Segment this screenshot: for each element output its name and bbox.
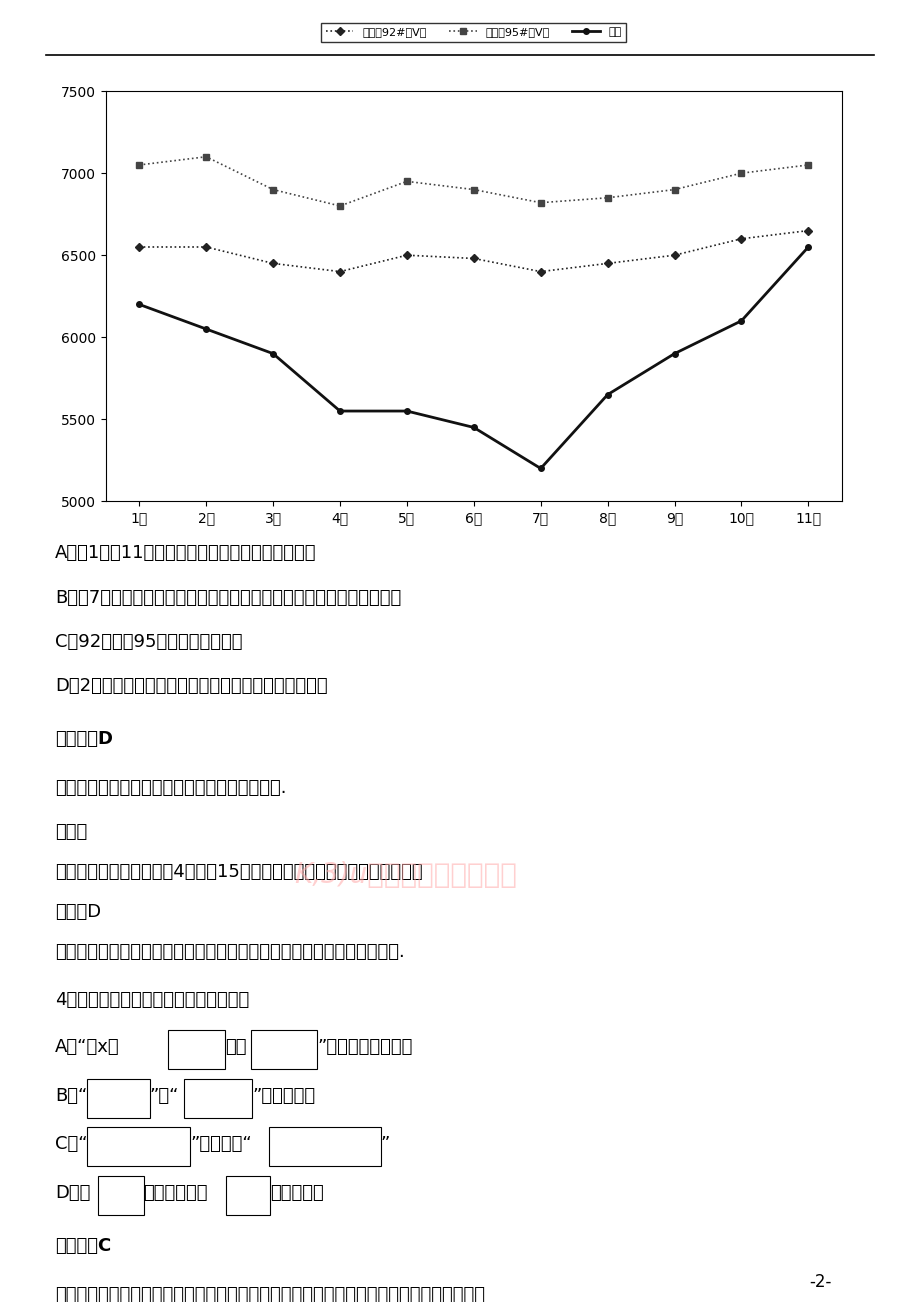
柴油 bbox=[735, 312, 746, 328]
FancyBboxPatch shape bbox=[87, 1128, 190, 1167]
汽油（92#国V） bbox=[200, 240, 211, 255]
Text: B．“: B．“ bbox=[55, 1086, 87, 1104]
柴油 bbox=[802, 240, 813, 255]
汽油（95#国V） bbox=[601, 190, 612, 206]
柴油 bbox=[535, 461, 546, 477]
Text: ∃x₀∈R,sinx₀>1: ∃x₀∈R,sinx₀>1 bbox=[273, 1141, 376, 1154]
FancyBboxPatch shape bbox=[226, 1176, 270, 1215]
Text: ，则: ，则 bbox=[225, 1038, 246, 1056]
汽油（92#国V） bbox=[802, 223, 813, 238]
Text: 均为假命题: 均为假命题 bbox=[270, 1184, 323, 1202]
汽油（92#国V） bbox=[133, 240, 144, 255]
Text: 【解析】分析：原命题的逆命题的真假判断，充要条件的判断，命题的否定，复合命题的真: 【解析】分析：原命题的逆命题的真假判断，充要条件的判断，命题的否定，复合命题的真 bbox=[55, 1286, 484, 1302]
Text: 为假命题，则: 为假命题，则 bbox=[143, 1184, 208, 1202]
柴油 bbox=[335, 404, 346, 419]
汽油（95#国V） bbox=[133, 158, 144, 173]
Text: C．92汽油与95汽油价格成正相关: C．92汽油与95汽油价格成正相关 bbox=[55, 633, 243, 651]
Text: 【答案】C: 【答案】C bbox=[55, 1237, 111, 1255]
FancyBboxPatch shape bbox=[184, 1078, 252, 1117]
柴油 bbox=[267, 346, 278, 362]
FancyBboxPatch shape bbox=[268, 1128, 380, 1167]
汽油（92#国V） bbox=[668, 247, 679, 263]
Line: 柴油: 柴油 bbox=[136, 245, 811, 471]
Text: lna>lnb: lna>lnb bbox=[190, 1091, 245, 1105]
Text: ”的充要条件: ”的充要条件 bbox=[252, 1086, 315, 1104]
汽油（95#国V） bbox=[535, 195, 546, 211]
Text: 4．下列四个命题中，正确的是（　　）: 4．下列四个命题中，正确的是（ ） bbox=[55, 991, 249, 1009]
汽油（95#国V） bbox=[401, 173, 412, 189]
Text: tanx＝1: tanx＝1 bbox=[260, 1043, 308, 1056]
Text: 由价格折线图，不难发现4月份到15月份汽油价格上涨，而柴油价格下跨，: 由价格折线图，不难发现4月份到15月份汽油价格上涨，而柴油价格下跨， bbox=[55, 863, 423, 881]
Text: p∧q: p∧q bbox=[107, 1189, 134, 1203]
Text: ”是“: ”是“ bbox=[150, 1086, 179, 1104]
柴油 bbox=[401, 404, 412, 419]
Line: 汽油（92#国V）: 汽油（92#国V） bbox=[136, 228, 811, 275]
Text: ”: ” bbox=[380, 1135, 390, 1154]
FancyBboxPatch shape bbox=[97, 1176, 143, 1215]
Text: ”的否定是“: ”的否定是“ bbox=[190, 1135, 252, 1154]
Text: p、q: p、q bbox=[235, 1189, 261, 1203]
汽油（95#国V） bbox=[267, 182, 278, 198]
FancyBboxPatch shape bbox=[168, 1030, 225, 1069]
Text: D．若: D．若 bbox=[55, 1184, 90, 1202]
Text: A．从1月到11月，三种油里面柴油的价格波动最大: A．从1月到11月，三种油里面柴油的价格波动最大 bbox=[55, 544, 316, 562]
柴油 bbox=[468, 419, 479, 435]
Text: √a>√b: √a>√b bbox=[96, 1091, 142, 1105]
Text: 【解析】分析：根据折线图，依次逐步判断即可.: 【解析】分析：根据折线图，依次逐步判断即可. bbox=[55, 779, 287, 797]
Text: K,3)u，您身边的高考专家: K,3)u，您身边的高考专家 bbox=[294, 861, 516, 889]
Text: 详解：: 详解： bbox=[55, 823, 87, 841]
Text: A．“若x＝: A．“若x＝ bbox=[55, 1038, 119, 1056]
Text: 故选：D: 故选：D bbox=[55, 902, 101, 921]
汽油（92#国V） bbox=[401, 247, 412, 263]
Text: ”的逆命题为证明题: ”的逆命题为证明题 bbox=[317, 1038, 413, 1056]
Text: 点睛：本题考查折线图的识别，解题关键理解折线图的含义，属于基础题.: 点睛：本题考查折线图的识别，解题关键理解折线图的含义，属于基础题. bbox=[55, 943, 404, 961]
汽油（92#国V） bbox=[735, 230, 746, 246]
柴油 bbox=[601, 387, 612, 402]
Text: ∀x∈R,sinx≤1: ∀x∈R,sinx≤1 bbox=[93, 1141, 185, 1154]
Line: 汽油（95#国V）: 汽油（95#国V） bbox=[136, 154, 811, 208]
汽油（92#国V） bbox=[335, 264, 346, 280]
Text: B．从7月份开始，汽油、柴油的价格都在上涨，而且柴油价格涨速最快: B．从7月份开始，汽油、柴油的价格都在上涨，而且柴油价格涨速最快 bbox=[55, 589, 401, 607]
Legend: 汽油（92#国V）, 汽油（95#国V）, 柴油: 汽油（92#国V）, 汽油（95#国V）, 柴油 bbox=[321, 23, 626, 42]
汽油（95#国V） bbox=[668, 182, 679, 198]
汽油（95#国V） bbox=[200, 148, 211, 164]
汽油（95#国V） bbox=[468, 182, 479, 198]
汽油（95#国V） bbox=[802, 158, 813, 173]
Text: x＝π/4: x＝π/4 bbox=[177, 1043, 216, 1056]
汽油（92#国V） bbox=[468, 251, 479, 267]
汽油（92#国V） bbox=[535, 264, 546, 280]
Text: C．“: C．“ bbox=[55, 1135, 87, 1154]
汽油（95#国V） bbox=[735, 165, 746, 181]
FancyBboxPatch shape bbox=[251, 1030, 317, 1069]
柴油 bbox=[668, 346, 679, 362]
汽油（92#国V） bbox=[267, 255, 278, 271]
汽油（95#国V） bbox=[335, 198, 346, 214]
Text: D．2月份以后，汽油、柴油的价格同时上涨或同时下跨: D．2月份以后，汽油、柴油的价格同时上涨或同时下跨 bbox=[55, 677, 327, 695]
Text: -2-: -2- bbox=[809, 1273, 831, 1292]
柴油 bbox=[200, 322, 211, 337]
FancyBboxPatch shape bbox=[87, 1078, 150, 1117]
Text: 【答案】D: 【答案】D bbox=[55, 730, 113, 749]
汽油（92#国V） bbox=[601, 255, 612, 271]
柴油 bbox=[133, 297, 144, 312]
